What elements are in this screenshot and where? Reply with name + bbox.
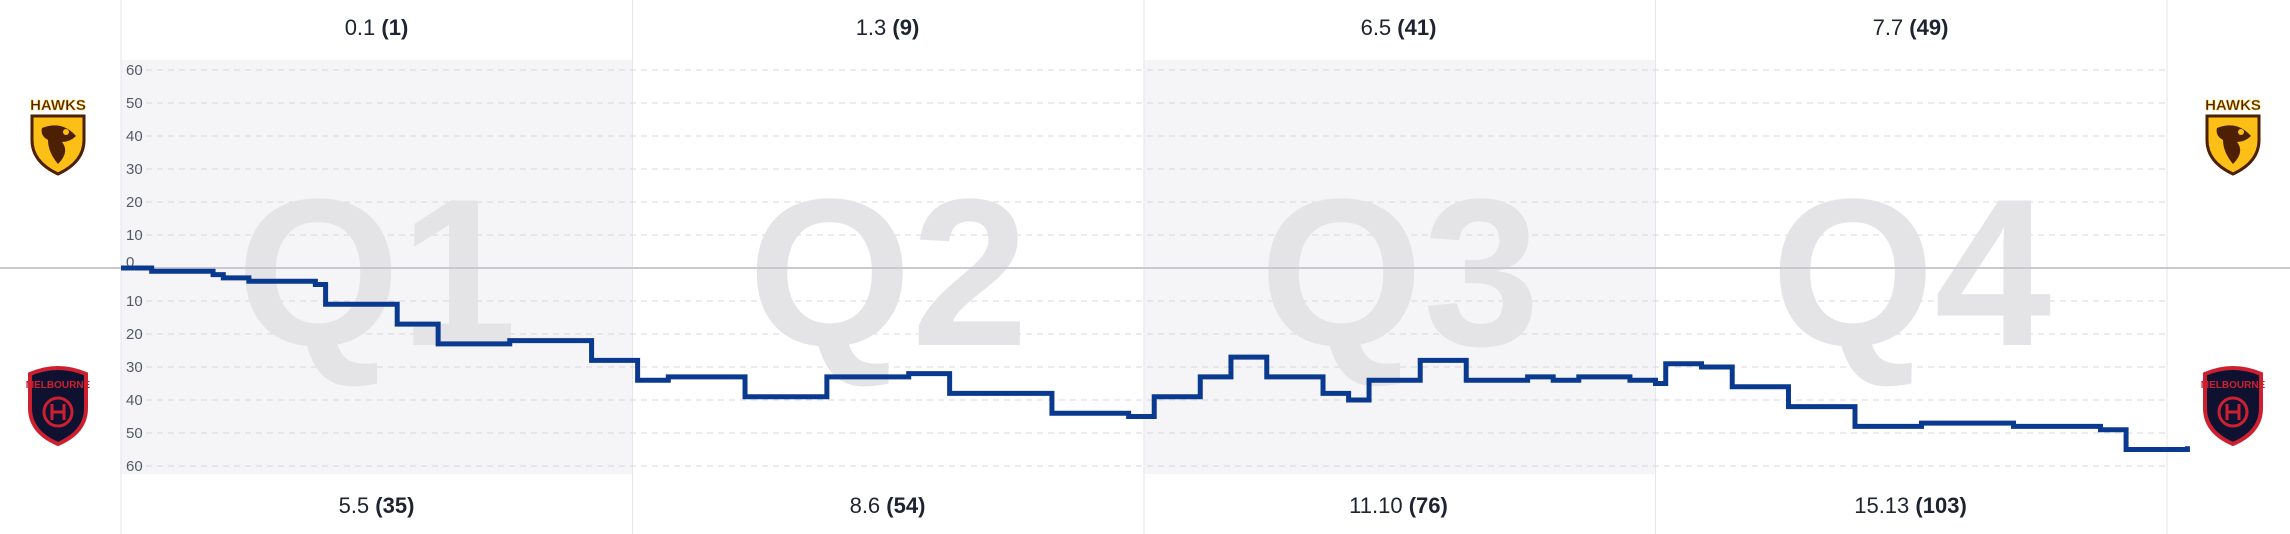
- y-tick-label: 50: [126, 425, 143, 442]
- quarter-watermark-q3: Q3: [1260, 155, 1540, 390]
- away-q4-total: (103): [1915, 493, 1967, 518]
- away-team-name-right: MELBOURNE: [2201, 380, 2266, 391]
- away-q2-total: (54): [886, 493, 926, 518]
- margin-line: [121, 265, 2190, 452]
- y-tick-label-zero: 0: [126, 254, 134, 271]
- home-q4-goals-behinds: 7.7: [1872, 15, 1904, 40]
- y-tick-label: 20: [126, 326, 143, 343]
- zero-line: 0: [0, 254, 2290, 271]
- y-tick-label: 40: [126, 128, 143, 145]
- away-q3-goals-behinds: 11.10: [1349, 493, 1403, 518]
- away-q4-score: 15.13 (103): [1654, 478, 2167, 534]
- away-q1-score: 5.5 (35): [121, 478, 632, 534]
- away-team-name: MELBOURNE: [26, 380, 91, 391]
- y-tick-label: 30: [126, 359, 143, 376]
- margin-line-group: [121, 265, 2190, 452]
- away-team-logo-right: MELBOURNE: [2193, 360, 2273, 447]
- home-q1-score: 0.1 (1): [121, 0, 632, 56]
- home-q3-total: (41): [1397, 15, 1437, 40]
- away-q3-total: (76): [1408, 493, 1448, 518]
- away-q1-total: (35): [375, 493, 415, 518]
- home-q4-total: (49): [1909, 15, 1949, 40]
- gridlines: [135, 69, 2167, 467]
- quarter-watermark-q2: Q2: [748, 155, 1028, 390]
- home-team-name: HAWKS: [30, 97, 86, 114]
- quarter-watermark-q1: Q1: [237, 155, 517, 390]
- y-axis-ticks: 60 50 40 30 20 10 10 20 30 40 50 60: [126, 62, 143, 475]
- away-q2-goals-behinds: 8.6: [849, 493, 881, 518]
- y-tick-label: 40: [126, 392, 143, 409]
- home-team-name-right: HAWKS: [2205, 97, 2261, 114]
- y-tick-label: 50: [126, 95, 143, 112]
- y-tick-label: 60: [126, 458, 143, 475]
- away-q3-score: 11.10 (76): [1143, 478, 1654, 534]
- y-tick-label: 30: [126, 161, 143, 178]
- home-q2-score: 1.3 (9): [632, 0, 1143, 56]
- home-q3-score: 6.5 (41): [1143, 0, 1654, 56]
- away-team-logo: MELBOURNE: [18, 360, 98, 447]
- home-team-logo-right: HAWKS: [2193, 92, 2273, 176]
- away-q1-goals-behinds: 5.5: [338, 493, 370, 518]
- away-q2-score: 8.6 (54): [632, 478, 1143, 534]
- y-tick-label: 10: [126, 293, 143, 310]
- quarter-watermark-q4: Q4: [1771, 155, 2051, 390]
- home-q2-total: (9): [892, 15, 920, 40]
- home-team-logo: HAWKS: [18, 92, 98, 176]
- quarter-watermarks: Q1 Q2 Q3 Q4: [237, 155, 2052, 390]
- home-q2-goals-behinds: 1.3: [855, 15, 887, 40]
- y-tick-label: 60: [126, 62, 143, 79]
- home-q3-goals-behinds: 6.5: [1360, 15, 1392, 40]
- y-tick-label: 10: [126, 227, 143, 244]
- away-q4-goals-behinds: 15.13: [1854, 493, 1910, 518]
- home-q1-total: (1): [381, 15, 409, 40]
- y-tick-label: 20: [126, 194, 143, 211]
- home-q1-goals-behinds: 0.1: [344, 15, 376, 40]
- home-q4-score: 7.7 (49): [1654, 0, 2167, 56]
